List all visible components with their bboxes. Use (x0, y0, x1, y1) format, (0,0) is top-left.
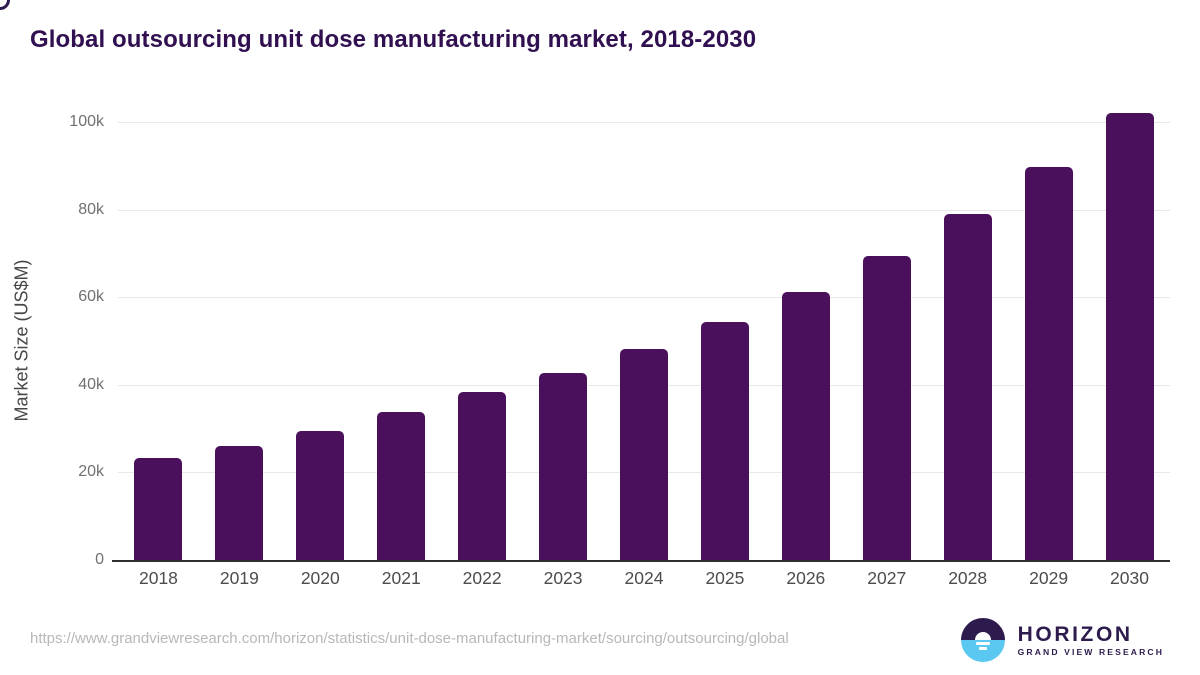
bar-2030[interactable] (1105, 112, 1154, 560)
bar-slot-2026 (765, 122, 846, 560)
bar-2024[interactable] (619, 349, 668, 560)
sun-reflection-line (975, 642, 990, 645)
logo-text: HORIZON GRAND VIEW RESEARCH (1018, 624, 1164, 657)
x-tick-label-2024: 2024 (624, 568, 664, 588)
plot-area (112, 112, 1170, 562)
x-tick-label-2030: 2030 (1110, 568, 1149, 588)
bar-2027[interactable] (862, 255, 911, 560)
x-slot-2030: 2030 (1089, 568, 1170, 589)
x-slot-2018: 2018 (118, 568, 199, 589)
logo-brand: HORIZON (1017, 622, 1133, 646)
logo-sky-half (960, 618, 1005, 640)
x-slot-2021: 2021 (361, 568, 442, 589)
bar-slot-2022 (442, 122, 523, 560)
horizon-logo-mark-icon (960, 618, 1005, 662)
x-axis-tick-labels: 2018 2019 2020 2021 2022 2023 2024 2025 2026 2027… (118, 568, 1170, 589)
sun-icon (974, 632, 991, 640)
x-slot-2022: 2022 (442, 568, 523, 589)
gridline-100k (118, 122, 1170, 123)
logo-subbrand: GRAND VIEW RESEARCH (1017, 646, 1164, 657)
sun-reflection-line (978, 647, 987, 650)
x-tick-label-2023: 2023 (543, 568, 583, 588)
bar-slot-2018 (118, 122, 199, 560)
x-tick-label-2025: 2025 (705, 568, 745, 588)
y-tick-label-60k: 60k (78, 288, 104, 306)
y-tick-label-100k: 100k (69, 113, 104, 130)
x-tick-label-2027: 2027 (867, 568, 907, 588)
x-slot-2026: 2026 (765, 568, 846, 589)
x-slot-2023: 2023 (523, 568, 604, 589)
y-tick-label-20k: 20k (78, 463, 104, 481)
bar-slot-2023 (523, 122, 604, 560)
logo-sea-half (960, 640, 1005, 662)
x-slot-2024: 2024 (604, 568, 685, 589)
gridline-60k (118, 297, 1170, 299)
bar-slot-2025 (684, 122, 765, 560)
gridline-80k (118, 209, 1170, 211)
x-tick-label-2020: 2020 (300, 568, 340, 588)
x-slot-2029: 2029 (1008, 568, 1089, 589)
x-tick-label-2021: 2021 (381, 568, 421, 588)
bar-2023[interactable] (539, 372, 588, 560)
bar-2029[interactable] (1024, 166, 1073, 560)
x-tick-label-2022: 2022 (462, 568, 502, 588)
x-slot-2028: 2028 (927, 568, 1008, 589)
x-tick-label-2029: 2029 (1029, 568, 1069, 588)
x-slot-2020: 2020 (280, 568, 361, 589)
bar-slot-2029 (1008, 122, 1089, 560)
bar-2020[interactable] (296, 430, 345, 560)
bar-slot-2020 (280, 122, 361, 560)
y-tick-label-40k: 40k (78, 375, 104, 393)
bars-container (118, 112, 1170, 560)
y-axis-tick-labels: 0 20k 40k 60k 80k 100k (0, 113, 104, 568)
bar-2019[interactable] (215, 446, 264, 560)
y-tick-label-80k: 80k (78, 200, 104, 218)
horizon-logo: HORIZON GRAND VIEW RESEARCH (960, 618, 1164, 662)
bar-2021[interactable] (377, 412, 426, 560)
x-tick-label-2028: 2028 (948, 568, 988, 588)
bar-2022[interactable] (458, 392, 507, 560)
page-title: Global outsourcing unit dose manufacturi… (30, 26, 757, 53)
x-axis-line (112, 560, 1170, 562)
bar-2028[interactable] (943, 214, 992, 560)
y-tick-label-0: 0 (95, 551, 104, 568)
bar-slot-2030 (1089, 112, 1170, 560)
bar-2025[interactable] (700, 322, 749, 560)
bar-slot-2019 (199, 122, 280, 560)
bar-slot-2021 (361, 122, 442, 560)
bar-slot-2024 (604, 122, 685, 560)
x-slot-2027: 2027 (846, 568, 927, 589)
x-tick-label-2019: 2019 (219, 568, 259, 588)
bar-slot-2027 (846, 122, 927, 560)
x-tick-label-2018: 2018 (138, 568, 178, 588)
x-tick-label-2026: 2026 (786, 568, 826, 588)
bar-2026[interactable] (781, 291, 830, 560)
x-slot-2025: 2025 (684, 568, 765, 589)
x-slot-2019: 2019 (199, 568, 280, 589)
bar-2018[interactable] (134, 457, 183, 560)
rounded-corner-artifact (0, 0, 10, 10)
source-url: https://www.grandviewresearch.com/horizo… (30, 630, 789, 647)
bar-slot-2028 (927, 122, 1008, 560)
